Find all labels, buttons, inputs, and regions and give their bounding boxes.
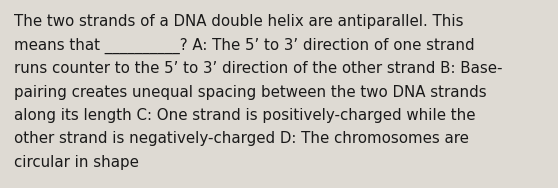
Text: along its length C: One strand is positively-charged while the: along its length C: One strand is positi… (14, 108, 475, 123)
Text: other strand is negatively-charged D: The chromosomes are: other strand is negatively-charged D: Th… (14, 131, 469, 146)
Text: circular in shape: circular in shape (14, 155, 139, 170)
Text: The two strands of a DNA double helix are antiparallel. This: The two strands of a DNA double helix ar… (14, 14, 464, 29)
Text: means that __________? A: The 5’ to 3’ direction of one strand: means that __________? A: The 5’ to 3’ d… (14, 37, 475, 54)
Text: runs counter to the 5’ to 3’ direction of the other strand B: Base-: runs counter to the 5’ to 3’ direction o… (14, 61, 503, 76)
Text: pairing creates unequal spacing between the two DNA strands: pairing creates unequal spacing between … (14, 84, 487, 99)
